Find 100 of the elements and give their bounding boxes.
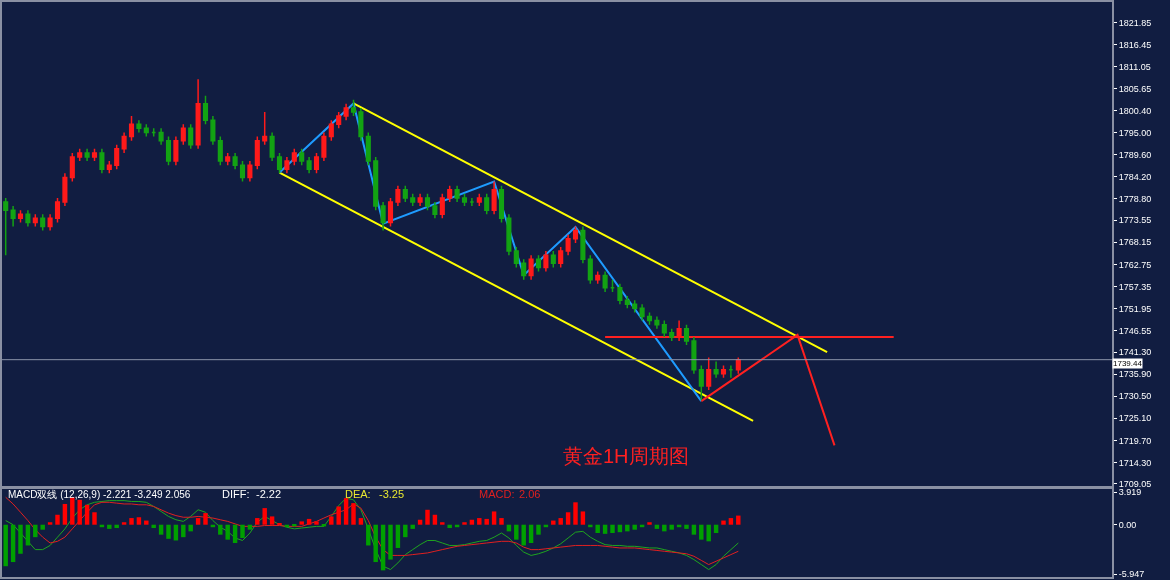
bar [107,524,112,529]
bar [410,524,415,529]
candlestick [158,127,164,146]
candlestick [321,131,327,162]
bar [218,524,223,535]
annotation: 2.06 [519,488,541,500]
candlestick [698,364,704,402]
candlestick [313,152,320,175]
candlestick [69,152,75,183]
bar [491,511,497,525]
candlestick [358,107,364,142]
candlestick [498,184,505,224]
candlestick [595,270,601,285]
bar [462,522,467,525]
bar [158,524,164,535]
candlestick [565,233,571,256]
bar [447,524,452,529]
candlestick [461,193,468,207]
candlestick [336,111,342,130]
candlestick [683,323,690,346]
y-tick-label: -5.947 [1118,569,1145,580]
bar [432,514,438,525]
candlestick [469,197,475,207]
candlestick [99,148,105,175]
bar [129,518,134,525]
candlestick [40,213,46,232]
bar [721,520,726,525]
candlestick [654,315,660,330]
y-tick-label: 1757.35 [1118,281,1152,292]
ref-line-label: 1739.44 [1113,359,1143,368]
candlestick [535,254,542,273]
candlestick [720,364,727,379]
y-tick-label: 1784.20 [1118,171,1152,182]
bar [343,498,349,525]
bar [3,524,8,567]
candlestick [180,123,186,146]
candlestick [91,148,98,162]
bar [573,502,578,525]
y-tick-label: 1751.95 [1118,303,1152,314]
candlestick [232,152,238,171]
candlestick [343,103,349,121]
candlestick [476,193,482,207]
y-tick-label: 3.919 [1118,487,1142,498]
candlestick [484,193,490,215]
candlestick [262,111,268,146]
bar [255,518,260,525]
bar [610,524,615,534]
y-tick-label: 1811.05 [1118,61,1151,72]
bar [536,524,541,535]
candlestick [528,254,534,281]
candlestick [106,160,112,175]
candlestick [276,152,283,175]
candlestick [269,131,275,162]
candlestick [410,193,416,207]
candlestick [543,250,549,273]
bar [417,519,423,525]
candlestick [195,78,201,150]
bar [136,517,142,525]
annotation: MACD: [479,488,515,500]
candlestick [646,311,653,326]
candlestick [17,209,24,224]
candlestick [602,270,608,293]
bar [92,512,97,525]
y-tick-label: 1805.65 [1118,84,1152,95]
candlestick [217,135,223,166]
bar [684,524,689,529]
bar [558,518,563,525]
candlestick [572,225,579,244]
candlestick [247,160,253,183]
candlestick [254,135,260,171]
candlestick [284,156,290,175]
candlestick [62,172,68,207]
line-series [278,102,703,403]
candlestick [128,115,135,142]
bar [588,524,593,528]
bar [669,524,674,530]
candlestick [609,278,616,293]
bar [62,503,68,525]
y-tick-label: 1795.00 [1118,127,1152,138]
bar [292,524,297,527]
candlestick [136,119,142,134]
bar [329,516,334,525]
bar [84,504,90,525]
candlestick [661,319,667,338]
candlestick [47,213,53,232]
candlestick [402,184,408,203]
candlestick [54,197,61,224]
bar [314,521,319,525]
bar [484,518,489,525]
candlestick [239,160,246,183]
candlestick [114,143,120,171]
bar [151,524,156,529]
candlestick [550,250,556,269]
candlestick [210,115,216,146]
candlestick [299,148,305,166]
bar [477,518,482,525]
y-tick-label: 1816.45 [1118,39,1152,50]
candlestick [202,94,209,126]
candlestick [387,197,394,228]
bar [299,521,304,525]
